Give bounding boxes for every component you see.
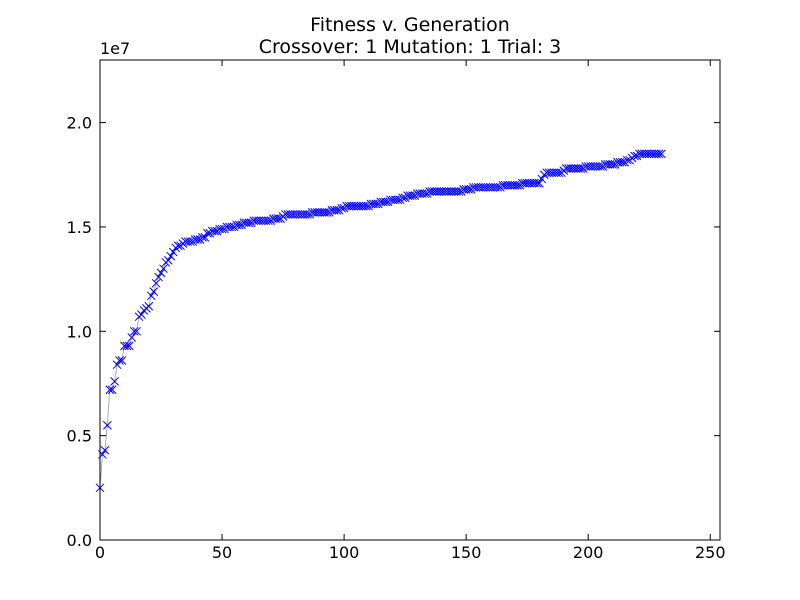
axes-frame xyxy=(99,59,721,541)
y-tick-label: 1.5 xyxy=(67,218,92,237)
marker xyxy=(193,235,202,244)
marker xyxy=(102,420,112,430)
marker xyxy=(168,247,178,257)
y-tick-label: 1.0 xyxy=(67,322,92,341)
marker xyxy=(303,210,312,219)
marker xyxy=(115,356,124,365)
marker xyxy=(185,237,195,246)
chart-title: Fitness v. Generation xyxy=(310,14,510,36)
marker xyxy=(149,287,159,297)
marker xyxy=(234,220,244,230)
y-offset-label: 1e7 xyxy=(100,39,130,58)
marker xyxy=(596,162,605,171)
marker xyxy=(112,360,122,370)
marker xyxy=(144,301,154,311)
marker xyxy=(210,226,220,236)
marker xyxy=(337,203,347,213)
x-tick-label: 50 xyxy=(212,543,232,562)
marker xyxy=(420,189,429,198)
marker xyxy=(618,157,627,167)
marker xyxy=(322,207,332,217)
marker xyxy=(332,205,342,215)
x-tick-label: 250 xyxy=(695,543,726,562)
marker xyxy=(264,216,273,226)
marker xyxy=(198,233,207,242)
marker xyxy=(117,356,127,365)
marker xyxy=(361,201,371,211)
marker xyxy=(454,187,464,196)
x-tick-label: 0 xyxy=(95,543,105,562)
marker xyxy=(129,326,139,336)
marker xyxy=(203,228,212,238)
marker xyxy=(513,180,522,190)
marker xyxy=(110,377,119,386)
marker xyxy=(393,195,403,205)
y-tick-label: 0.0 xyxy=(67,531,92,550)
marker xyxy=(408,191,417,201)
marker xyxy=(576,164,586,173)
marker xyxy=(464,185,473,194)
marker xyxy=(622,155,632,165)
marker xyxy=(398,193,408,203)
marker xyxy=(173,241,183,251)
marker xyxy=(105,385,115,395)
marker xyxy=(371,199,381,209)
y-tick-label: 0.5 xyxy=(67,427,92,446)
y-tick-label: 2.0 xyxy=(67,114,92,133)
marker xyxy=(657,149,666,159)
marker xyxy=(537,174,547,184)
marker xyxy=(124,341,134,351)
marker xyxy=(146,291,156,301)
marker xyxy=(154,272,163,282)
marker xyxy=(156,268,166,278)
marker xyxy=(244,218,254,228)
marker xyxy=(532,178,542,188)
marker xyxy=(137,310,146,319)
marker xyxy=(122,341,132,351)
marker xyxy=(132,326,141,336)
marker xyxy=(127,333,137,342)
marker xyxy=(151,278,161,288)
marker xyxy=(273,214,283,223)
plot-area xyxy=(95,149,666,493)
marker xyxy=(166,251,176,261)
marker xyxy=(163,255,173,265)
marker xyxy=(493,182,503,192)
marker xyxy=(535,178,544,188)
x-tick-label: 150 xyxy=(451,543,482,562)
marker xyxy=(608,159,617,169)
marker xyxy=(200,233,210,242)
marker xyxy=(554,168,564,178)
marker xyxy=(630,151,639,161)
marker xyxy=(107,385,117,395)
marker xyxy=(227,222,237,232)
marker xyxy=(381,197,390,207)
chart-subtitle: Crossover: 1 Mutation: 1 Trial: 3 xyxy=(259,36,562,58)
marker xyxy=(100,445,110,455)
marker xyxy=(159,264,168,274)
x-tick-label: 100 xyxy=(329,543,360,562)
marker xyxy=(654,149,664,159)
x-tick-label: 200 xyxy=(573,543,604,562)
marker xyxy=(217,224,227,234)
